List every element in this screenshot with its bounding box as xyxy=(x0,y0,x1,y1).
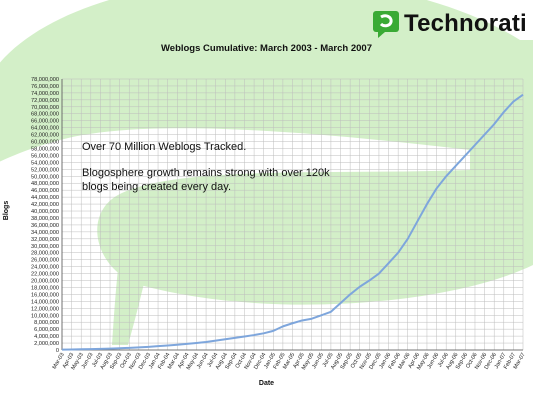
y-tick-label: 52,000,000 xyxy=(31,167,59,173)
y-tick-label: 36,000,000 xyxy=(31,223,59,229)
y-tick-label: 2,000,000 xyxy=(34,341,59,347)
y-tick-label: 0 xyxy=(56,348,59,354)
y-tick-label: 50,000,000 xyxy=(31,174,59,180)
y-axis-label: Blogs xyxy=(3,200,11,221)
brand-logo: Technorati xyxy=(372,8,527,40)
y-tick-label: 40,000,000 xyxy=(31,209,59,215)
annotation-detail: Blogosphere growth remains strong with o… xyxy=(82,167,330,193)
y-tick-label: 76,000,000 xyxy=(31,84,59,90)
y-tick-label: 12,000,000 xyxy=(31,306,59,312)
x-axis-label: Date xyxy=(258,380,275,387)
y-tick-label: 16,000,000 xyxy=(31,292,59,298)
y-tick-label: 20,000,000 xyxy=(31,279,59,285)
y-tick-label: 44,000,000 xyxy=(31,195,59,201)
y-tick-label: 8,000,000 xyxy=(34,320,59,326)
y-tick-label: 18,000,000 xyxy=(31,285,59,291)
y-tick-label: 66,000,000 xyxy=(31,119,59,125)
y-tick-label: 70,000,000 xyxy=(31,105,59,111)
y-tick-label: 46,000,000 xyxy=(31,188,59,194)
brand-name: Technorati xyxy=(404,10,527,37)
x-tick-labels: Mar-03Apr-03May-03Jun-03Jul-03Aug-03Sep-… xyxy=(52,352,527,371)
y-tick-label: 48,000,000 xyxy=(31,181,59,187)
y-tick-label: 78,000,000 xyxy=(31,77,59,83)
y-tick-label: 24,000,000 xyxy=(31,265,59,271)
y-tick-label: 4,000,000 xyxy=(34,334,59,340)
background-swoosh-tail xyxy=(112,205,160,345)
series-layer xyxy=(61,93,524,351)
y-tick-label: 34,000,000 xyxy=(31,230,59,236)
series-line xyxy=(61,93,524,351)
grid-lines xyxy=(61,78,524,351)
y-tick-label: 42,000,000 xyxy=(31,202,59,208)
y-tick-label: 22,000,000 xyxy=(31,272,59,278)
y-tick-label: 64,000,000 xyxy=(31,126,59,132)
y-tick-label: 56,000,000 xyxy=(31,153,59,159)
y-tick-label: 54,000,000 xyxy=(31,160,59,166)
y-tick-label: 26,000,000 xyxy=(31,258,59,264)
y-tick-label: 10,000,000 xyxy=(31,313,59,319)
y-tick-label: 60,000,000 xyxy=(31,140,59,146)
chart-title: Weblogs Cumulative: March 2003 - March 2… xyxy=(160,43,372,54)
y-tick-label: 14,000,000 xyxy=(31,299,59,305)
y-tick-label: 58,000,000 xyxy=(31,146,59,152)
y-tick-label: 72,000,000 xyxy=(31,98,59,104)
y-tick-label: 68,000,000 xyxy=(31,112,59,118)
y-tick-label: 74,000,000 xyxy=(31,91,59,97)
y-tick-label: 38,000,000 xyxy=(31,216,59,222)
y-tick-labels: 02,000,0004,000,0006,000,0008,000,00010,… xyxy=(31,77,59,354)
annotation-headline: Over 70 Million Weblogs Tracked. xyxy=(82,141,247,153)
y-tick-label: 32,000,000 xyxy=(31,237,59,243)
y-tick-label: 30,000,000 xyxy=(31,244,59,250)
y-tick-label: 28,000,000 xyxy=(31,251,59,257)
y-tick-label: 6,000,000 xyxy=(34,327,59,333)
y-tick-label: 62,000,000 xyxy=(31,133,59,139)
speech-bubble-icon xyxy=(373,11,399,38)
